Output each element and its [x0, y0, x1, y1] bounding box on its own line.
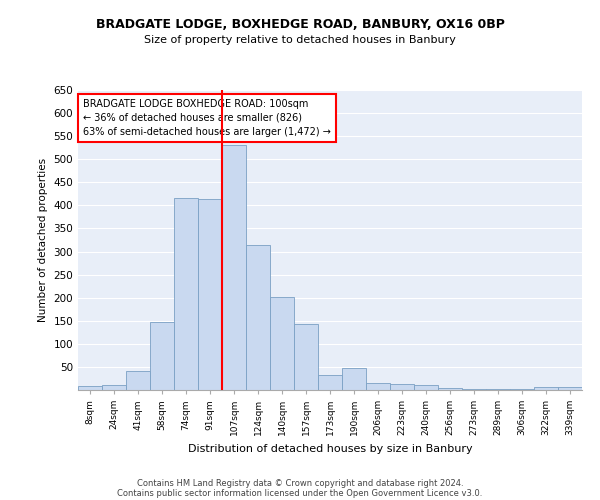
Bar: [174, 198, 198, 390]
Bar: [150, 322, 174, 390]
Bar: [534, 387, 558, 390]
Bar: [318, 375, 342, 390]
Text: Contains public sector information licensed under the Open Government Licence v3: Contains public sector information licen…: [118, 488, 482, 498]
Bar: [294, 324, 318, 390]
Bar: [270, 297, 294, 390]
Bar: [438, 388, 462, 390]
Text: Contains HM Land Registry data © Crown copyright and database right 2024.: Contains HM Land Registry data © Crown c…: [137, 478, 463, 488]
Text: Size of property relative to detached houses in Banbury: Size of property relative to detached ho…: [144, 35, 456, 45]
Bar: [390, 384, 414, 390]
Bar: [510, 389, 534, 390]
Bar: [246, 244, 270, 390]
Bar: [126, 370, 150, 390]
Text: BRADGATE LODGE, BOXHEDGE ROAD, BANBURY, OX16 0BP: BRADGATE LODGE, BOXHEDGE ROAD, BANBURY, …: [95, 18, 505, 30]
Bar: [462, 388, 486, 390]
Text: BRADGATE LODGE BOXHEDGE ROAD: 100sqm
← 36% of detached houses are smaller (826)
: BRADGATE LODGE BOXHEDGE ROAD: 100sqm ← 3…: [83, 99, 331, 137]
Bar: [414, 386, 438, 390]
Bar: [366, 383, 390, 390]
Bar: [102, 386, 126, 390]
Bar: [198, 200, 222, 390]
X-axis label: Distribution of detached houses by size in Banbury: Distribution of detached houses by size …: [188, 444, 472, 454]
Bar: [558, 387, 582, 390]
Bar: [342, 368, 366, 390]
Bar: [486, 389, 510, 390]
Y-axis label: Number of detached properties: Number of detached properties: [38, 158, 48, 322]
Bar: [78, 386, 102, 390]
Bar: [222, 146, 246, 390]
